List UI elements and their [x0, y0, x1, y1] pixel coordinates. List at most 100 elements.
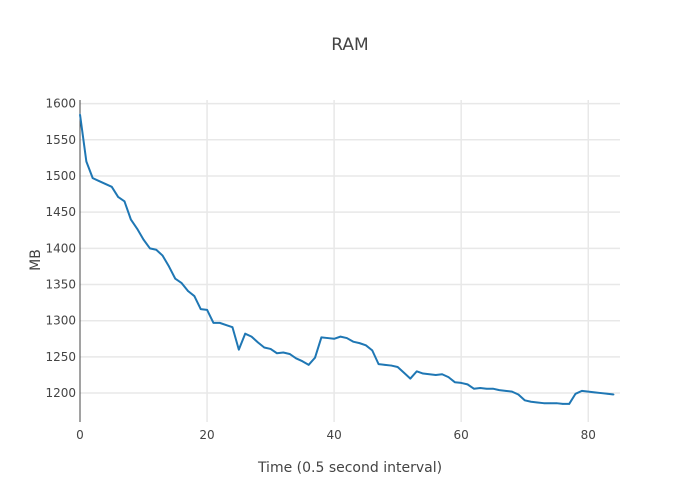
- y-axis-title: MB: [28, 249, 44, 271]
- data-point: [441, 373, 443, 376]
- data-point: [110, 186, 113, 188]
- data-point: [104, 183, 107, 185]
- data-point: [562, 403, 564, 405]
- data-point: [587, 390, 590, 393]
- data-point: [612, 393, 615, 396]
- data-point: [326, 337, 329, 339]
- data-point: [365, 344, 367, 347]
- chart-title: RAM: [331, 35, 368, 55]
- data-point: [549, 402, 551, 404]
- y-tick-label: 1250: [45, 350, 76, 364]
- data-point: [581, 390, 583, 392]
- data-point: [314, 356, 316, 359]
- y-tick-label: 1550: [45, 133, 76, 147]
- y-tick-label: 1300: [45, 314, 76, 328]
- data-point: [225, 324, 227, 326]
- data-point: [434, 374, 437, 376]
- data-point: [282, 351, 285, 354]
- data-point: [98, 180, 100, 182]
- data-point: [117, 196, 119, 198]
- data-point: [339, 335, 342, 338]
- data-point: [155, 248, 158, 251]
- data-point: [428, 373, 431, 376]
- data-point: [257, 341, 259, 344]
- x-tick-label: 20: [199, 428, 214, 442]
- y-tick-label: 1400: [45, 241, 76, 255]
- data-point: [390, 364, 393, 367]
- y-tick-label: 1350: [45, 278, 76, 292]
- data-point: [600, 392, 602, 394]
- data-point: [479, 387, 482, 389]
- x-tick-label: 40: [326, 428, 341, 442]
- data-point: [161, 254, 164, 257]
- data-point: [136, 228, 138, 230]
- series-layer: [79, 113, 615, 405]
- data-point: [123, 200, 126, 203]
- data-point: [276, 352, 278, 355]
- data-point: [473, 387, 475, 390]
- data-point: [180, 282, 183, 284]
- data-point: [555, 402, 558, 404]
- data-point: [492, 387, 494, 390]
- data-point: [422, 372, 424, 375]
- data-point: [79, 113, 81, 116]
- data-point: [168, 265, 170, 268]
- data-point: [142, 238, 145, 241]
- data-point: [517, 393, 520, 396]
- data-point: [352, 340, 354, 343]
- y-tick-label: 1450: [45, 205, 76, 219]
- data-point: [377, 363, 380, 365]
- data-point: [536, 401, 539, 404]
- data-point: [295, 357, 297, 360]
- data-point: [403, 371, 405, 374]
- data-point: [466, 383, 469, 386]
- data-point: [320, 336, 323, 339]
- y-tick-label: 1500: [45, 169, 76, 183]
- data-point: [530, 400, 532, 403]
- data-point: [301, 360, 304, 363]
- data-point: [333, 337, 335, 340]
- data-point: [358, 342, 361, 344]
- data-point: [409, 377, 412, 380]
- data-point: [568, 403, 570, 405]
- data-point: [85, 160, 88, 163]
- data-point: [244, 332, 246, 335]
- data-point: [523, 399, 526, 402]
- y-tick-label: 1200: [45, 386, 76, 400]
- data-point: [199, 308, 202, 310]
- data-point: [485, 387, 488, 390]
- data-point: [212, 322, 215, 324]
- data-point: [454, 381, 456, 384]
- data-point: [460, 382, 462, 384]
- data-point: [504, 390, 507, 392]
- data-point: [606, 392, 609, 395]
- data-point: [174, 277, 177, 280]
- data-point: [193, 295, 196, 297]
- data-point: [206, 309, 208, 311]
- x-tick-label: 80: [581, 428, 596, 442]
- data-point: [231, 326, 234, 329]
- data-point: [187, 290, 189, 292]
- data-point: [593, 391, 596, 394]
- data-point: [542, 402, 545, 404]
- y-tick-label: 1600: [45, 97, 76, 111]
- data-point: [574, 392, 577, 395]
- data-point: [218, 322, 221, 324]
- x-axis-title: Time (0.5 second interval): [257, 460, 442, 476]
- x-tick-label: 0: [76, 428, 84, 442]
- x-tick-label: 60: [454, 428, 469, 442]
- data-point: [498, 389, 501, 391]
- data-point: [346, 337, 348, 339]
- data-point: [447, 376, 450, 378]
- data-point: [307, 364, 310, 366]
- data-point: [149, 247, 151, 250]
- data-point: [130, 218, 132, 221]
- data-point: [288, 353, 291, 355]
- data-point: [511, 390, 513, 393]
- data-point: [415, 370, 418, 373]
- data-point: [238, 348, 240, 351]
- data-point: [269, 348, 272, 350]
- data-point: [263, 346, 266, 349]
